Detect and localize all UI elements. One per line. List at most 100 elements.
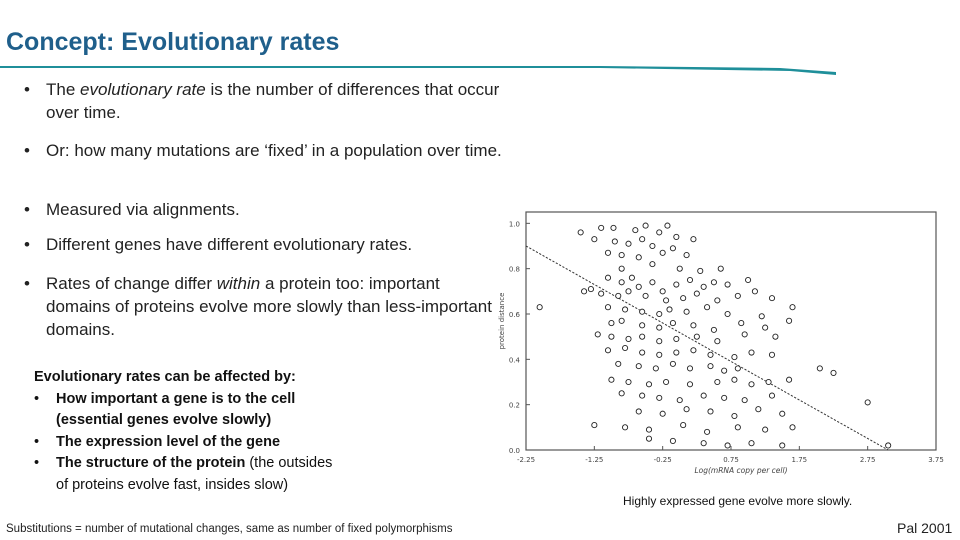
data-point (680, 295, 687, 302)
data-point (768, 351, 776, 358)
data-point (635, 363, 642, 370)
data-point (676, 397, 683, 404)
bullet-dot: • (24, 200, 30, 219)
bullet-dot: • (34, 455, 40, 471)
affects-heading: Evolutionary rates can be affected by: (34, 369, 296, 385)
bullet-text: Measured via alignments. (46, 198, 504, 221)
data-point (669, 437, 676, 444)
data-point (751, 288, 758, 295)
affects-item-rest: (the outsides of proteins evolve fast, i… (56, 455, 333, 493)
data-point (577, 229, 584, 236)
chart-axes: 0.0 0.2 0.4 0.6 0.8 1.0 -2.25 -1.25 -0.25 0.75 1.7… (498, 211, 944, 475)
data-point (645, 381, 653, 388)
data-point (690, 322, 697, 329)
data-point (625, 240, 632, 247)
data-point (642, 222, 649, 229)
data-point (635, 408, 642, 415)
data-point (604, 347, 612, 354)
data-point (734, 292, 741, 299)
data-point (598, 224, 605, 231)
affects-item: • The expression level of the gene (34, 432, 334, 454)
data-point (673, 335, 680, 342)
data-point (652, 365, 659, 372)
data-point (707, 363, 714, 370)
data-point (731, 376, 738, 383)
data-point (656, 338, 663, 345)
data-point (676, 265, 683, 272)
bullet-text: The evolutionary rate is the number of d… (46, 78, 504, 124)
data-point (779, 410, 786, 417)
data-point (536, 304, 543, 311)
data-point (615, 292, 622, 299)
data-point (649, 242, 656, 250)
data-point (591, 236, 598, 243)
data-point (664, 222, 671, 229)
data-point (734, 424, 741, 431)
data-point (693, 333, 700, 340)
data-point (762, 324, 769, 331)
bullet-run: Measured via alignments. (46, 200, 240, 219)
y-tick-label: 0.6 (509, 311, 521, 319)
data-point (686, 365, 694, 372)
trend-line (525, 245, 889, 451)
data-point (604, 249, 612, 256)
affects-item: • The structure of the protein (the outsi… (34, 453, 334, 496)
data-point (755, 406, 762, 413)
data-point (639, 333, 646, 340)
data-point (738, 320, 745, 327)
bullet-item: • The evolutionary rate is the number of … (24, 78, 504, 124)
y-tick-label: 1.0 (509, 220, 520, 228)
data-point (704, 304, 711, 311)
chart-caption: Highly expressed gene evolve more slowly… (623, 494, 853, 508)
data-point (610, 224, 617, 231)
data-point (762, 426, 769, 433)
data-point (748, 381, 755, 388)
x-tick-label: -2.25 (517, 456, 535, 464)
data-point (707, 351, 714, 358)
data-point (690, 347, 697, 354)
data-point (768, 392, 776, 399)
bullet-text: Or: how many mutations are ‘fixed’ in a … (46, 139, 504, 162)
data-point (717, 265, 724, 272)
data-point (625, 378, 632, 386)
bullet-text: Different genes have different evolution… (46, 233, 504, 256)
bullet-run: Different genes have different evolution… (46, 235, 413, 254)
data-point (700, 283, 707, 290)
data-point (758, 313, 765, 320)
data-point (745, 276, 752, 284)
data-point (669, 320, 676, 327)
bullet-run: Rates of change differ (46, 274, 217, 293)
data-point (608, 333, 615, 340)
data-point (779, 442, 786, 449)
affects-item-rest: (essential genes evolve slowly) (56, 412, 272, 428)
data-point (608, 320, 615, 327)
data-point (591, 422, 598, 429)
data-point (656, 351, 663, 358)
data-point (686, 276, 694, 284)
bullet-dot: • (24, 141, 30, 160)
data-point (639, 308, 646, 315)
data-point (632, 227, 639, 234)
affects-item: • How important a gene is to the cell (es… (34, 389, 334, 432)
footnote: Substitutions = number of mutational cha… (6, 523, 453, 535)
data-point (635, 283, 642, 290)
bullet-item: • Measured via alignments. (24, 198, 504, 221)
y-tick-label: 0.8 (509, 266, 520, 274)
affects-list: • How important a gene is to the cell (es… (34, 389, 334, 497)
data-point (885, 442, 892, 449)
data-point (864, 399, 871, 406)
bullet-dot: • (34, 390, 40, 407)
data-point (645, 426, 653, 433)
data-point (649, 261, 656, 268)
y-tick-label: 0.0 (509, 447, 520, 455)
data-point (765, 378, 772, 386)
data-point (721, 394, 728, 401)
affects-item-bold: The expression level of the gene (56, 433, 281, 450)
data-point (604, 304, 612, 311)
data-point (683, 308, 690, 315)
data-point (622, 344, 629, 352)
data-point (786, 376, 793, 383)
data-point (786, 317, 793, 324)
bullet-dot: • (34, 433, 40, 450)
data-point (656, 394, 663, 401)
